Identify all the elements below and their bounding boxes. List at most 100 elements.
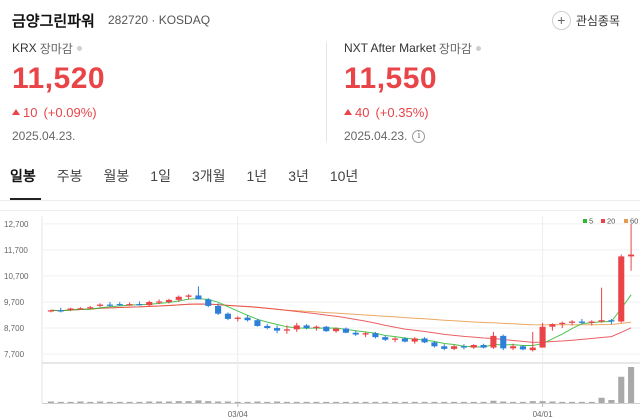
candle-body	[470, 344, 477, 348]
candle-body	[254, 320, 261, 326]
candle-body	[274, 328, 281, 331]
candle-body	[382, 337, 389, 340]
candle-body	[146, 301, 153, 306]
volume-bar	[500, 401, 507, 403]
tab-1year[interactable]: 1년	[246, 168, 268, 184]
candle-body	[185, 295, 192, 297]
volume-bar	[618, 376, 625, 403]
candle-body	[519, 346, 526, 350]
tab-3year[interactable]: 3년	[288, 168, 309, 184]
krx-date-text: 2025.04.23.	[12, 129, 76, 143]
krx-quote: KRX 장마감 11,520 10 (+0.09%) 2025.04.23.	[12, 40, 312, 150]
tab-daily[interactable]: 일봉	[10, 168, 36, 184]
candle-body	[578, 321, 585, 323]
candle-body	[539, 326, 546, 348]
nxt-change-pct: (+0.35%)	[375, 104, 429, 120]
volume-bar	[608, 400, 615, 403]
add-favorite-button[interactable]: + 관심종목	[551, 9, 620, 31]
volume-bar	[274, 401, 281, 403]
volume-bar	[559, 401, 566, 403]
volume-bar	[195, 400, 202, 403]
candle-body	[500, 335, 507, 349]
volume-bar	[303, 401, 310, 403]
stock-header: 금양그린파워 282720 · KOSDAQ + 관심종목	[12, 9, 628, 33]
volume-bar	[401, 401, 408, 403]
legend-label: 20	[607, 217, 615, 226]
period-tabs: 일봉 주봉 월봉 1일 3개월 1년 3년 10년	[10, 166, 379, 190]
candle-body	[392, 338, 399, 340]
candle-body	[569, 321, 576, 323]
volume-bar	[313, 401, 320, 403]
candle-body	[598, 320, 605, 322]
volume-bar	[254, 401, 261, 403]
volume-bar	[578, 401, 585, 403]
market-name: KOSDAQ	[158, 13, 211, 27]
legend-swatch	[601, 219, 605, 223]
volume-bar	[333, 401, 340, 403]
tab-monthly[interactable]: 월봉	[103, 168, 130, 184]
volume-bar	[490, 400, 497, 403]
y-tick-label: 12,700	[4, 220, 29, 229]
candle-body	[588, 321, 595, 323]
legend-label: 5	[589, 217, 593, 226]
up-triangle-icon	[344, 109, 352, 115]
nxt-date: 2025.04.23. i	[344, 129, 640, 143]
candle-body	[224, 313, 231, 319]
candle-body	[323, 326, 330, 332]
volume-bar	[244, 401, 251, 403]
volume-bar	[470, 401, 477, 403]
candle-body	[303, 325, 310, 329]
legend-swatch	[624, 219, 628, 223]
stock-name: 금양그린파워	[12, 13, 95, 30]
ma20-line	[50, 303, 632, 343]
tab-3month[interactable]: 3개월	[191, 168, 226, 184]
candle-body	[87, 307, 94, 309]
candle-body	[106, 304, 113, 306]
volume-bar	[372, 401, 379, 403]
active-tab-indicator	[10, 198, 41, 200]
volume-bar	[175, 401, 182, 403]
volume-bar	[283, 401, 290, 403]
stock-code-market: 282720 · KOSDAQ	[108, 13, 211, 27]
candle-body	[451, 346, 458, 349]
krx-price: 11,520	[12, 62, 106, 95]
candle-body	[529, 347, 536, 351]
info-icon[interactable]: i	[412, 129, 426, 143]
volume-bar	[421, 401, 428, 403]
candle-body	[460, 346, 467, 348]
tabs-divider	[0, 200, 640, 201]
candle-body	[47, 310, 54, 312]
nxt-quote: NXT After Market 장마감 11,550 40 (+0.35%) …	[344, 40, 640, 150]
candle-body	[215, 305, 222, 314]
candle-body	[244, 317, 251, 321]
volume-bar	[392, 401, 399, 403]
tab-10year[interactable]: 10년	[329, 168, 359, 184]
candle-body	[510, 346, 517, 349]
krx-market-name: KRX	[12, 41, 37, 55]
candle-body	[175, 296, 182, 300]
volume-bar	[598, 397, 605, 403]
volume-bar	[264, 401, 271, 403]
candle-body	[490, 335, 497, 348]
legend-swatch	[583, 219, 587, 223]
krx-date: 2025.04.23.	[12, 129, 312, 143]
candle-body	[234, 317, 241, 319]
tab-weekly[interactable]: 주봉	[56, 168, 83, 184]
krx-change-pct: (+0.09%)	[43, 104, 97, 120]
volume-bar	[234, 401, 241, 403]
chart-legend: 5 20 60	[583, 217, 638, 226]
krx-label: KRX 장마감	[12, 40, 312, 56]
nxt-change-value: 40	[355, 104, 370, 120]
tab-1day[interactable]: 1일	[150, 168, 171, 184]
candle-body	[480, 344, 487, 348]
volume-bar	[185, 401, 192, 403]
candle-body	[441, 346, 448, 349]
candle-body	[116, 304, 123, 306]
volume-bar	[165, 401, 172, 403]
candle-body	[401, 338, 408, 342]
volume-bar	[224, 401, 231, 403]
candle-body	[165, 299, 172, 302]
candle-body	[628, 254, 635, 257]
y-tick-label: 10,700	[4, 272, 29, 281]
